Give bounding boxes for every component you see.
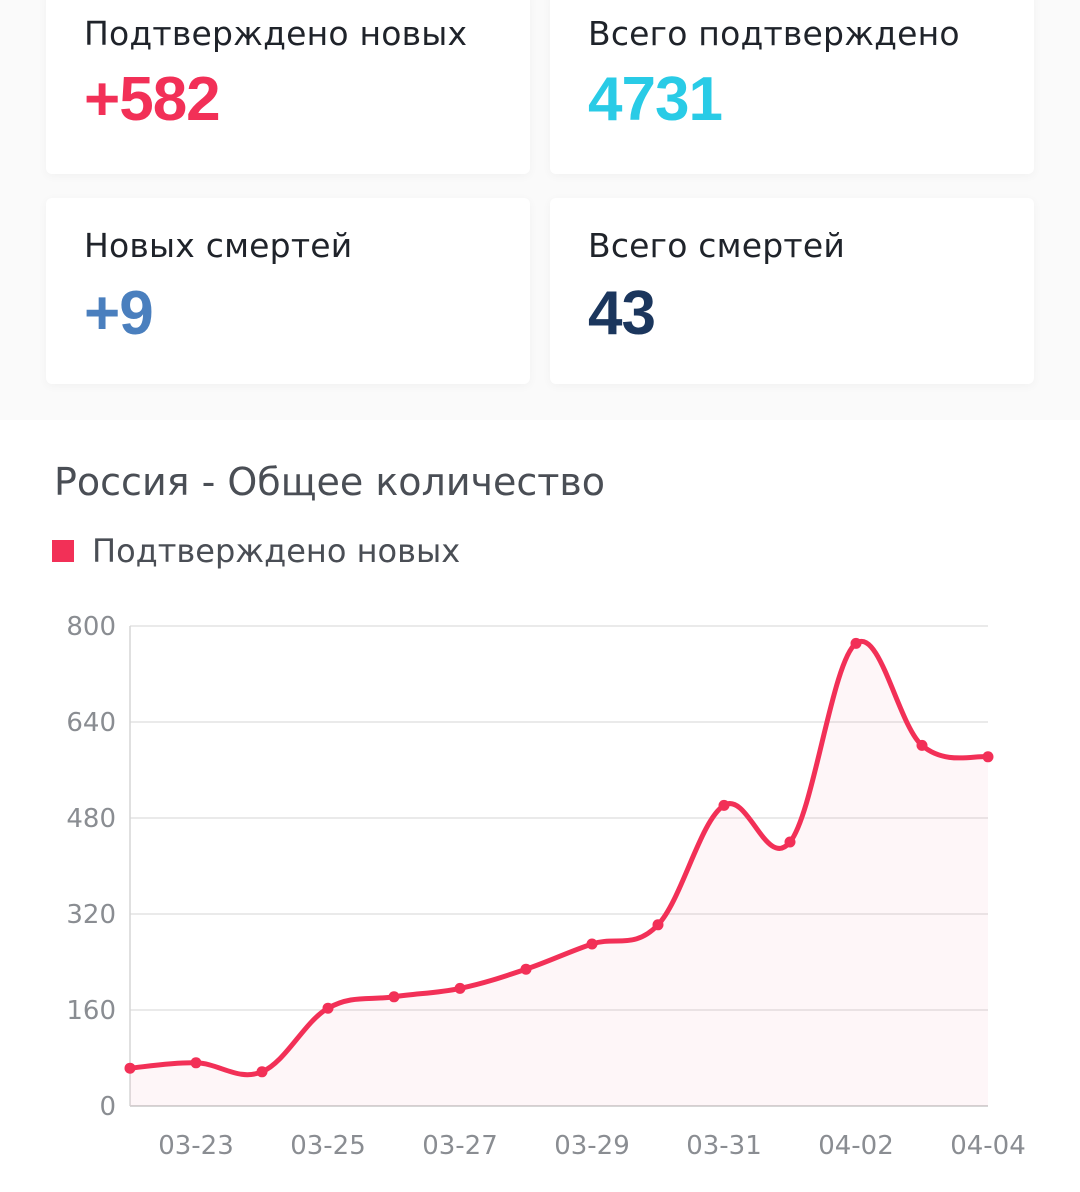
data-point[interactable] [982,751,994,763]
stat-label: Новых смертей [84,226,353,265]
data-point[interactable] [784,836,796,848]
y-tick-label: 0 [99,1092,116,1122]
stat-card-new-confirmed: Подтверждено новых +582 [46,0,530,174]
legend-label: Подтверждено новых [92,532,461,570]
data-point[interactable] [256,1066,268,1078]
data-point[interactable] [190,1057,202,1069]
chart-legend[interactable]: Подтверждено новых [52,532,460,570]
y-tick-label: 800 [66,612,116,642]
data-point[interactable] [520,963,532,975]
x-tick-label: 03-23 [158,1131,234,1161]
legend-swatch-icon [52,540,74,562]
data-point[interactable] [586,938,598,950]
stat-card-total-deaths: Всего смертей 43 [550,198,1034,384]
x-tick-label: 04-04 [950,1131,1026,1161]
stat-value: 43 [588,279,656,348]
chart-title: Россия - Общее количество [54,460,606,504]
stat-label: Подтверждено новых [84,14,468,53]
x-tick-label: 03-29 [554,1131,630,1161]
line-chart[interactable]: 0 160 320 480 640 800 03-23 03-25 03-27 03-29 03-3… [0,600,1080,1190]
data-point[interactable] [322,1002,334,1014]
x-tick-label: 03-25 [290,1131,366,1161]
y-tick-label: 320 [66,900,116,930]
y-tick-label: 480 [66,804,116,834]
stat-card-total-confirmed: Всего подтверждено 4731 [550,0,1034,174]
stat-label: Всего подтверждено [588,14,960,53]
data-point[interactable] [388,991,400,1003]
data-point[interactable] [454,982,466,994]
stat-value: +9 [84,279,154,348]
stat-card-new-deaths: Новых смертей +9 [46,198,530,384]
x-tick-label: 03-31 [686,1131,762,1161]
data-point[interactable] [718,799,730,811]
stat-label: Всего смертей [588,226,845,265]
y-tick-label: 640 [66,708,116,738]
data-point[interactable] [916,739,928,751]
x-tick-label: 04-02 [818,1131,894,1161]
x-tick-label: 03-27 [422,1131,498,1161]
y-tick-label: 160 [66,996,116,1026]
chart-section: Россия - Общее количество Подтверждено н… [0,420,1080,1192]
stat-value: +582 [84,65,221,134]
data-point[interactable] [652,919,664,931]
data-point[interactable] [850,637,862,649]
data-point[interactable] [124,1062,136,1074]
area-fill [130,641,988,1106]
stat-value: 4731 [588,65,723,134]
